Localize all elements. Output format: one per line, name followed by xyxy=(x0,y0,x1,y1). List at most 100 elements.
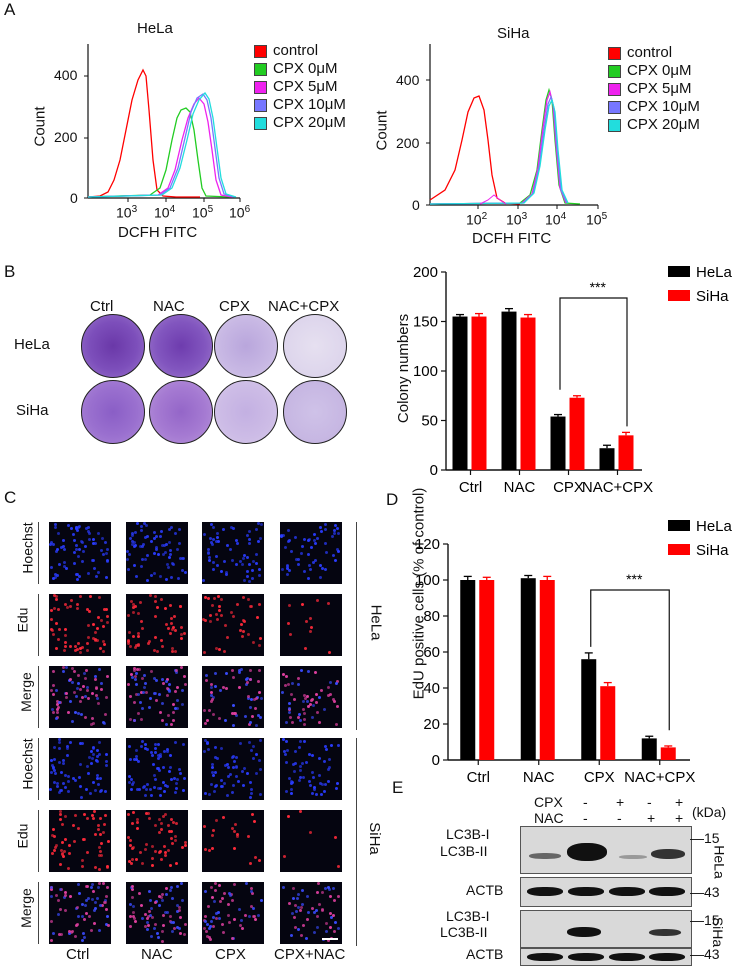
bar-hela-3 xyxy=(600,448,615,470)
e-cpx-sign-3: - xyxy=(647,794,652,810)
e-nac-sign-3: + xyxy=(647,810,655,826)
micrograph-hela-hoechst-1 xyxy=(126,522,188,584)
e-hela-lc3b-i: LC3B-I xyxy=(446,826,490,842)
micrograph-hela-hoechst-2 xyxy=(202,522,264,584)
c-row-merge-hela: Merge xyxy=(18,672,34,712)
e-siha-lc3b-ii: LC3B-II xyxy=(440,924,487,940)
bar-siha-1 xyxy=(540,580,555,760)
c-col-cpx: CPX xyxy=(215,946,246,963)
x-tick-label: NAC+CPX xyxy=(624,769,695,786)
c-row-edu-hela: Edu xyxy=(14,608,30,633)
e-hela-actb: ACTB xyxy=(466,882,503,898)
legend-swatch-siha xyxy=(668,290,690,301)
e-siha-lc3b-i: LC3B-I xyxy=(446,908,490,924)
panel-e-label: E xyxy=(392,778,403,798)
bar-hela-2 xyxy=(581,659,596,760)
x-tick-label: CPX xyxy=(553,479,584,496)
micrograph-siha-edu-2 xyxy=(202,810,264,872)
blot-siha-lc3 xyxy=(520,910,692,948)
c-row-hoechst-hela: Hoechst xyxy=(20,522,36,573)
y-tick-label: 100 xyxy=(413,363,438,380)
x-tick-label: NAC+CPX xyxy=(582,479,653,496)
c-col-ctrl: Ctrl xyxy=(66,946,89,963)
e-nac-sign-4: + xyxy=(675,810,683,826)
micrograph-siha-hoechst-0 xyxy=(49,738,111,800)
micrograph-hela-hoechst-0 xyxy=(49,522,111,584)
e-nac-label: NAC xyxy=(534,810,564,826)
bar-hela-3 xyxy=(642,738,657,760)
e-cpx-sign-2: + xyxy=(616,794,624,810)
e-siha-marker-43: —43 xyxy=(690,946,720,962)
y-tick-label: 150 xyxy=(413,314,438,331)
e-hela-lc3b-ii: LC3B-II xyxy=(440,843,487,859)
micrograph-siha-hoechst-2 xyxy=(202,738,264,800)
e-hela-marker-43: —43 xyxy=(690,884,720,900)
significance-label: *** xyxy=(626,571,643,587)
panel-d-label: D xyxy=(386,490,398,510)
panel-c-label: C xyxy=(4,488,16,508)
colony-ylabel: Colony numbers xyxy=(395,314,412,423)
micrograph-hela-merge-3 xyxy=(280,666,342,728)
significance-label: *** xyxy=(590,279,607,295)
bar-siha-3 xyxy=(661,747,676,760)
legend-label-siha: SiHa xyxy=(696,288,729,305)
y-tick-label: 20 xyxy=(423,716,440,733)
edu-positive-chart: 0 20 40 60 80 100 120 Ctrl NAC CPX NAC+CPX *** HeLa S… xyxy=(415,518,733,786)
x-tick-label: Ctrl xyxy=(467,769,490,786)
c-row-hoechst-siha: Hoechst xyxy=(20,738,36,789)
c-group-siha: SiHa xyxy=(366,822,383,855)
e-cpx-sign-1: - xyxy=(583,794,588,810)
bar-hela-0 xyxy=(460,580,475,760)
blot-hela-actb xyxy=(520,877,692,907)
c-col-nac: NAC xyxy=(141,946,173,963)
e-cell-siha: SiHa xyxy=(710,917,726,947)
e-nac-sign-2: - xyxy=(617,810,622,826)
e-nac-sign-1: - xyxy=(583,810,588,826)
e-siha-actb: ACTB xyxy=(466,946,503,962)
c-group-hela: HeLa xyxy=(367,605,384,641)
e-hela-marker-15: —15 xyxy=(690,830,720,846)
legend-label-hela: HeLa xyxy=(696,264,733,281)
c-col-cpx-nac: CPX+NAC xyxy=(274,946,345,963)
bar-hela-0 xyxy=(453,317,468,470)
micrograph-siha-merge-0 xyxy=(49,882,111,944)
bar-hela-1 xyxy=(521,578,536,760)
micrograph-siha-merge-3 xyxy=(280,882,342,944)
micrograph-hela-hoechst-3 xyxy=(280,522,342,584)
bar-hela-1 xyxy=(502,312,517,470)
x-tick-label: NAC xyxy=(523,769,555,786)
micrograph-siha-edu-3 xyxy=(280,810,342,872)
x-tick-label: NAC xyxy=(504,479,536,496)
bar-siha-0 xyxy=(472,317,487,470)
e-kda-label: (kDa) xyxy=(692,804,726,820)
micrograph-hela-merge-1 xyxy=(126,666,188,728)
e-cpx-sign-4: + xyxy=(675,794,683,810)
legend-swatch-hela xyxy=(668,266,690,277)
bar-hela-2 xyxy=(551,417,566,470)
y-tick-label: 200 xyxy=(413,264,438,281)
c-row-edu-siha: Edu xyxy=(14,824,30,849)
bar-siha-3 xyxy=(619,435,634,470)
scale-bar xyxy=(322,938,338,940)
e-cpx-label: CPX xyxy=(534,794,563,810)
figure: A HeLa SiHa 0 200 400 xyxy=(0,0,738,966)
y-tick-label: 50 xyxy=(421,413,438,430)
micrograph-hela-edu-3 xyxy=(280,594,342,656)
x-tick-label: CPX xyxy=(584,769,615,786)
bar-siha-2 xyxy=(600,686,615,760)
micrograph-siha-hoechst-3 xyxy=(280,738,342,800)
bar-siha-0 xyxy=(479,580,494,760)
blot-hela-lc3 xyxy=(520,826,692,874)
bar-siha-2 xyxy=(570,398,585,470)
edu-ylabel: EdU positive cells (% of control) xyxy=(410,488,427,700)
legend-swatch-siha xyxy=(668,544,690,555)
legend-swatch-hela xyxy=(668,520,690,531)
y-tick-label: 0 xyxy=(430,462,438,479)
micrograph-hela-edu-0 xyxy=(49,594,111,656)
micrograph-siha-edu-1 xyxy=(126,810,188,872)
c-row-merge-siha: Merge xyxy=(18,888,34,928)
micrograph-hela-edu-1 xyxy=(126,594,188,656)
micrograph-siha-merge-1 xyxy=(126,882,188,944)
legend-label-hela: HeLa xyxy=(696,518,733,535)
